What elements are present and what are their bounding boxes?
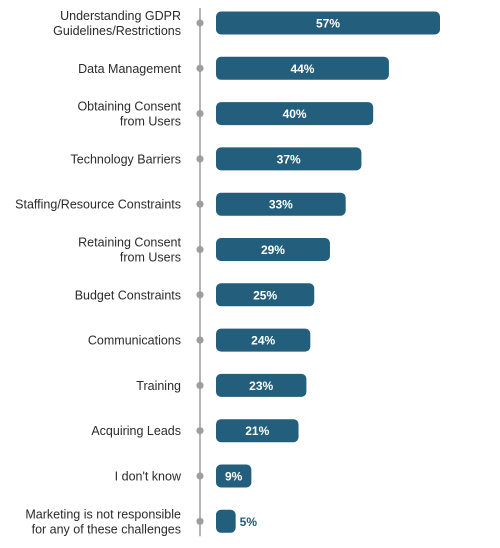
bar (216, 509, 236, 533)
bar (216, 464, 252, 488)
axis-dot (196, 291, 204, 299)
axis-dot (196, 155, 204, 163)
axis-dot (196, 427, 204, 435)
bar-value-label: 29% (261, 243, 285, 257)
bar-value-label: 24% (251, 334, 275, 348)
bar-value-label: 5% (240, 515, 258, 529)
axis-dot (196, 517, 204, 525)
bar (216, 11, 440, 35)
axis-dot (196, 19, 204, 27)
category-label: Acquiring Leads (91, 424, 181, 438)
bar-value-label: 33% (269, 198, 293, 212)
bar-value-label: 40% (283, 107, 307, 121)
category-label: Understanding GDPR Guidelines/Restriction… (53, 9, 181, 38)
axis-dot (196, 245, 204, 254)
category-label: Communications (88, 334, 181, 348)
axis-dot (196, 381, 204, 389)
bar-value-label: 37% (277, 152, 301, 166)
bar (216, 238, 330, 261)
axis-dot (196, 110, 204, 118)
bar-value-label: 23% (249, 379, 273, 393)
bar-value-label: 57% (316, 17, 340, 31)
category-label: Retaining Consent from Users (78, 236, 181, 265)
axis-dot (196, 200, 204, 208)
category-label: Obtaining Consent from Users (77, 100, 181, 129)
category-label: Staffing/Resource Constraints (15, 198, 181, 212)
bar (216, 102, 374, 126)
category-label: Budget Constraints (75, 288, 181, 302)
bar-value-label: 9% (225, 470, 243, 484)
bar-value-label: 44% (290, 62, 314, 76)
category-label: Technology Barriers (71, 152, 181, 166)
axis-dot (196, 336, 204, 344)
category-label: Training (136, 379, 181, 393)
axis-dot (196, 472, 204, 480)
bar (216, 192, 346, 216)
category-label: Marketing is not responsible for any of t… (25, 507, 181, 536)
bar (216, 283, 315, 307)
axis-dot (196, 64, 204, 72)
bar (216, 56, 389, 80)
bar (216, 147, 362, 171)
bar (216, 328, 311, 352)
bar-value-label: 21% (245, 424, 269, 438)
bar (216, 419, 299, 443)
category-label: Data Management (78, 62, 181, 76)
bar-value-label: 25% (253, 288, 277, 302)
bar (216, 373, 307, 397)
category-label: I don't know (115, 470, 182, 484)
